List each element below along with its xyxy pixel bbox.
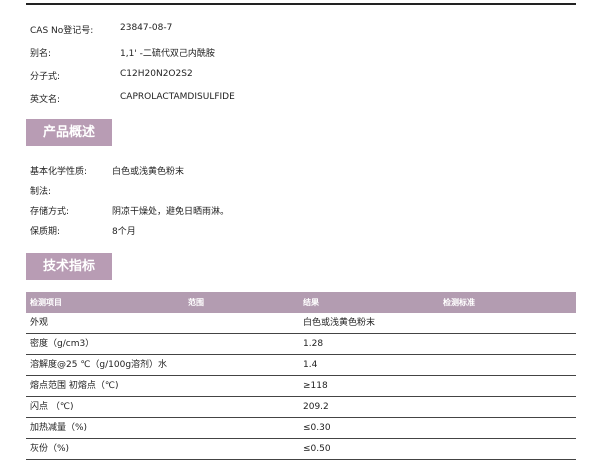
value: C12H20N2O2S2 (120, 69, 193, 79)
label: 英文名: (30, 95, 61, 105)
table-row: 加热减量（%) ≤0.30 (26, 418, 576, 439)
section-specs-title: 技术指标 (26, 253, 112, 280)
label: CAS No登记号: (30, 26, 94, 36)
top-divider (26, 3, 576, 5)
value: 白色或浅黄色粉末 (112, 167, 185, 177)
table-cell: 1.4 (303, 360, 318, 370)
table-cell: 1.28 (303, 339, 324, 349)
table-cell: ≥118 (303, 381, 328, 391)
table-cell: ≤0.50 (303, 444, 331, 454)
header-result: 结果 (303, 298, 319, 307)
table-cell: 加热减量（%) (30, 423, 88, 433)
value: 23847-08-7 (120, 23, 173, 33)
label: 保质期: (30, 227, 61, 237)
table-cell: 熔点范围 初熔点（℃) (30, 381, 119, 391)
value: CAPROLACTAMDISULFIDE (120, 92, 235, 102)
value: 阴凉干燥处，避免日晒雨淋。 (112, 207, 230, 217)
section-overview-title: 产品概述 (26, 119, 112, 146)
table-cell: 灰份（%) (30, 444, 70, 454)
value: 1,1' -二硫代双己内酰胺 (120, 49, 215, 59)
header-item: 检测项目 (30, 298, 62, 307)
table-row: 密度（g/cm3） 1.28 (26, 334, 576, 355)
table-cell: 209.2 (303, 402, 329, 412)
table-row: 溶解度@25 ℃（g/100g溶剂）水 1.4 (26, 355, 576, 376)
value: 8个月 (112, 227, 136, 237)
label: 存储方式: (30, 207, 70, 217)
table-cell: 密度（g/cm3） (30, 339, 95, 349)
table-row: 闪点 （℃) 209.2 (26, 397, 576, 418)
table-cell: 溶解度@25 ℃（g/100g溶剂）水 (30, 360, 168, 370)
header-standard: 检测标准 (443, 298, 475, 307)
table-row: 外观 白色或浅黄色粉末 (26, 313, 576, 334)
specs-table: 检测项目 范围 结果 检测标准 外观 白色或浅黄色粉末密度（g/cm3） 1.28 溶… (26, 292, 576, 460)
table-row: 熔点范围 初熔点（℃) ≥118 (26, 376, 576, 397)
table-cell: 白色或浅黄色粉末 (303, 318, 376, 328)
label: 制法: (30, 187, 52, 197)
table-cell: 闪点 （℃) (30, 402, 74, 412)
label: 分子式: (30, 72, 61, 82)
header-range: 范围 (188, 298, 204, 307)
table-header: 检测项目 范围 结果 检测标准 (26, 292, 576, 313)
label: 别名: (30, 49, 52, 59)
label: 基本化学性质: (30, 167, 88, 177)
table-cell: 外观 (30, 318, 49, 328)
table-cell: ≤0.30 (303, 423, 331, 433)
